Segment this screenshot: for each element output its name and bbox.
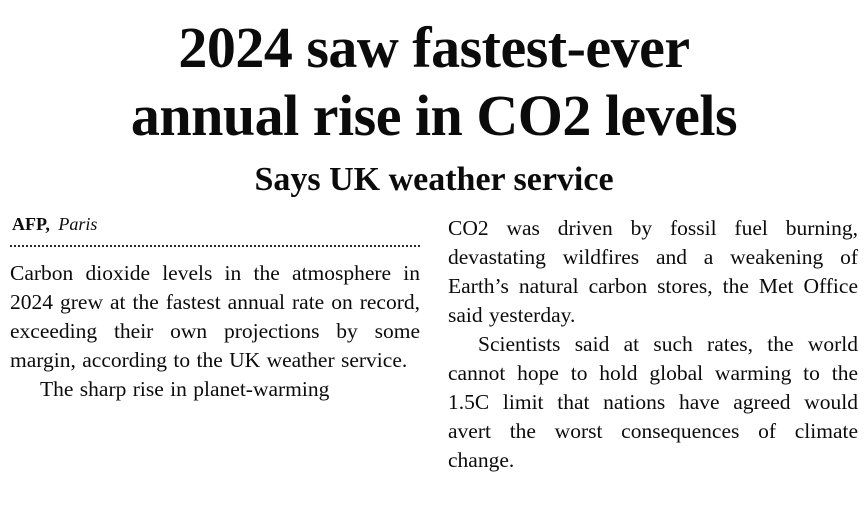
paragraph: CO2 was driven by fossil fuel burning, d… (448, 216, 858, 328)
paragraph: Carbon dioxide levels in the atmosphere … (10, 260, 420, 372)
headline-line-1: 2024 saw fastest-ever (178, 15, 690, 80)
article-body: AFP, Paris Carbon dioxide levels in the … (8, 214, 860, 475)
byline-location: Paris (58, 214, 98, 235)
byline-divider (10, 241, 420, 247)
byline: AFP, Paris (10, 214, 420, 236)
right-column: CO2 was driven by fossil fuel burning, d… (448, 214, 858, 475)
left-column: AFP, Paris Carbon dioxide levels in the … (10, 214, 420, 475)
paragraph: The sharp rise in planet-warming (40, 376, 330, 401)
byline-agency: AFP, (12, 214, 50, 235)
paragraph: Scientists said at such rates, the world… (448, 332, 858, 473)
headline: 2024 saw fastest-ever annual rise in CO2… (8, 14, 860, 151)
subheadline: Says UK weather service (254, 160, 614, 198)
headline-line-2: annual rise in CO2 levels (130, 83, 738, 149)
